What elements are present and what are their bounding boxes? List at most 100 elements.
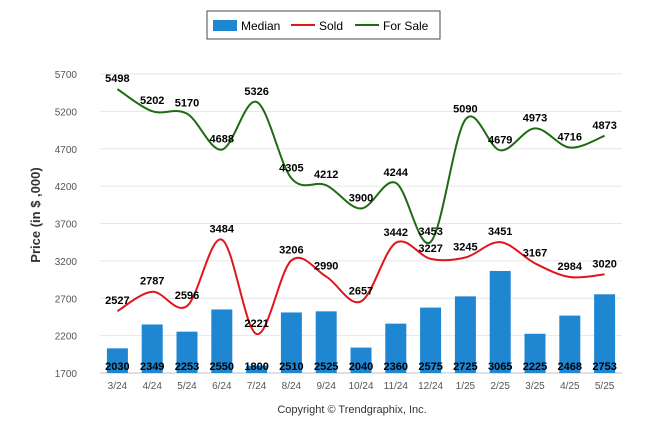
x-tick-label: 3/24 [108,381,128,392]
median-bar [315,311,337,373]
x-tick-label: 9/24 [316,381,336,392]
median-data-label: 2040 [349,361,373,373]
x-tick-label: 5/25 [595,381,615,392]
for-sale-data-label: 4973 [523,112,547,124]
legend-median-swatch [213,20,237,31]
for-sale-data-label: 5090 [453,104,477,116]
for-sale-data-label: 4873 [592,120,616,132]
sold-data-label: 3245 [453,242,477,254]
y-axis-label: Price (in $ ,000) [28,167,43,262]
y-tick-label: 2700 [55,294,78,305]
median-data-label: 2525 [314,361,338,373]
x-tick-label: 1/25 [456,381,476,392]
median-data-label: 2030 [105,361,129,373]
x-tick-label: 6/24 [212,381,232,392]
median-bar [489,270,511,373]
median-data-label: 2360 [384,361,408,373]
sold-data-label: 3167 [523,247,547,259]
y-tick-label: 3200 [55,257,78,268]
sold-data-label: 2596 [175,290,199,302]
median-data-label: 2550 [210,361,234,373]
x-tick-label: 2/25 [490,381,510,392]
y-tick-label: 5200 [55,107,78,118]
for-sale-data-label: 3453 [418,226,442,238]
legend-median-label: Median [241,19,280,33]
sold-data-label: 3206 [279,244,303,256]
median-data-label: 2349 [140,361,164,373]
median-data-label: 2253 [175,361,199,373]
y-tick-label: 5700 [55,70,78,81]
sold-data-label: 3020 [592,258,616,270]
median-bar [246,365,268,373]
for-sale-data-label: 5170 [175,98,199,110]
median-bar [280,312,302,373]
median-data-label: 3065 [488,361,512,373]
legend-forsale-label: For Sale [383,19,429,33]
data-labels: 2030 2349 2253 2550 1800 2510 2525 2040 2360 2575… [105,73,617,373]
median-bar [420,307,442,373]
median-data-label: 2725 [453,361,477,373]
x-tick-label: 4/25 [560,381,580,392]
sold-data-label: 3451 [488,226,512,238]
median-bar [385,323,407,373]
y-tick-label: 1700 [55,369,78,380]
x-axis-ticks: 3/24 4/24 5/24 6/24 7/24 8/24 9/24 10/24 11/24 12… [108,381,615,392]
sold-data-label: 2984 [558,261,583,273]
x-tick-label: 10/24 [348,381,373,392]
x-tick-label: 5/24 [177,381,197,392]
y-tick-label: 4200 [55,182,78,193]
copyright: Copyright © Trendgraphix, Inc. [277,404,426,416]
median-bar [211,309,233,373]
sold-data-label: 3442 [384,227,408,239]
legend-box [206,10,441,40]
sold-data-label: 2787 [140,276,164,288]
median-bar [559,315,581,373]
sold-data-label: 2527 [105,295,129,307]
series-lines [116,88,605,336]
median-data-label: 2575 [418,361,442,373]
for-sale-data-label: 3900 [349,193,373,205]
for-sale-data-label: 4688 [210,134,234,146]
x-tick-label: 11/24 [384,381,409,392]
sold-line [116,238,605,336]
for-sale-data-label: 4716 [558,132,582,144]
sold-data-label: 3227 [418,243,442,255]
for-sale-data-label: 4244 [384,167,409,179]
median-bar [594,294,616,373]
y-tick-label: 4700 [55,145,78,156]
y-tick-label: 2200 [55,332,78,343]
for-sale-data-label: 5498 [105,73,129,85]
median-bar [106,348,128,373]
legend: Median Sold For Sale [206,10,441,40]
sold-data-label: 2990 [314,261,338,273]
median-bars [106,270,616,373]
sold-data-label: 2221 [244,318,268,330]
sold-data-label: 3484 [210,224,235,236]
median-data-label: 2468 [558,361,582,373]
for-sale-data-label: 4212 [314,169,338,181]
median-bar [350,347,372,373]
median-data-label: 2753 [592,361,616,373]
median-bar [176,331,198,373]
median-bar [454,296,476,373]
y-tick-label: 3700 [55,220,78,231]
x-tick-label: 3/25 [525,381,545,392]
median-data-label: 1800 [244,361,268,373]
for-sale-data-label: 5202 [140,95,164,107]
y-axis-ticks: 1700 2200 2700 3200 3700 4200 4700 5200 5700 [55,70,78,380]
median-bar [524,333,546,373]
x-tick-label: 7/24 [247,381,267,392]
for-sale-data-label: 4679 [488,134,512,146]
median-bar [141,324,163,373]
x-tick-label: 12/24 [418,381,443,392]
for-sale-data-label: 4305 [279,162,303,174]
x-tick-label: 4/24 [142,381,162,392]
legend-sold-label: Sold [319,19,343,33]
for-sale-data-label: 5326 [244,86,268,98]
sold-data-label: 2657 [349,285,373,297]
for-sale-line [116,88,605,245]
x-tick-label: 8/24 [282,381,302,392]
median-data-label: 2510 [279,361,303,373]
median-data-label: 2225 [523,361,547,373]
